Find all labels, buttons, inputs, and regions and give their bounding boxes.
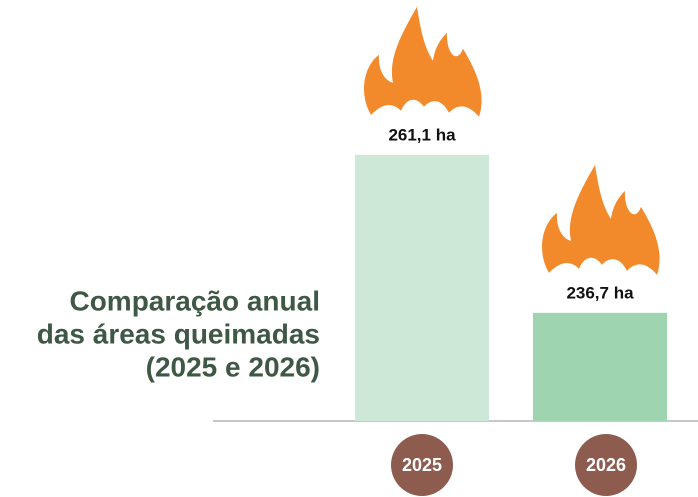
- category-badge: [575, 434, 637, 496]
- x-tick-label: 2026: [586, 455, 626, 475]
- chart-title: Comparação anual: [69, 285, 320, 316]
- x-tick-label: 2025: [402, 455, 442, 475]
- flame-icon: [364, 6, 482, 117]
- chart-title: das áreas queimadas: [37, 318, 320, 349]
- category-badge: [391, 434, 453, 496]
- chart-title: (2025 e 2026): [146, 351, 320, 382]
- flame-icon: [542, 164, 660, 275]
- bar: [533, 312, 667, 421]
- value-label: 236,7 ha: [566, 283, 634, 302]
- bar: [355, 154, 489, 421]
- value-label: 261,1 ha: [388, 125, 456, 144]
